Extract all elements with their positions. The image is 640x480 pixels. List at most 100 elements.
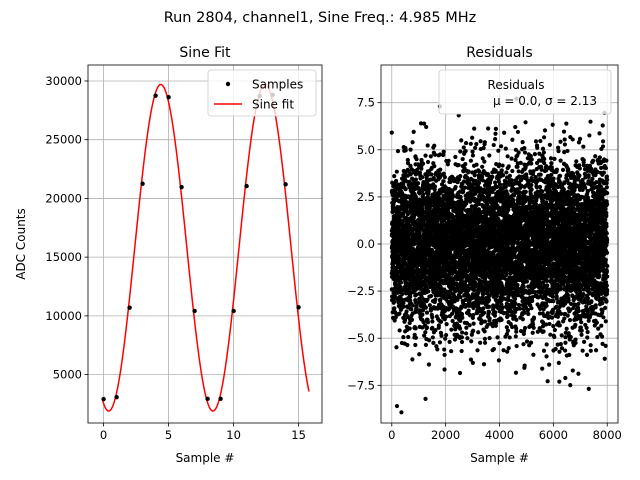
residual-point [413, 335, 419, 340]
residual-point [437, 340, 443, 345]
residual-point [475, 348, 480, 353]
residual-point [435, 347, 440, 352]
sample-point-2 [127, 305, 132, 310]
residual-point [432, 164, 437, 169]
residual-point [462, 185, 468, 190]
residual-point [482, 159, 487, 164]
residual-point [432, 143, 437, 148]
y-tick-label-1: 10000 [45, 309, 82, 323]
residual-point [391, 199, 397, 204]
sample-point-9 [218, 396, 223, 402]
residual-point [476, 290, 481, 296]
residual-point [482, 310, 487, 315]
residual-point [431, 340, 436, 345]
residual-point [438, 298, 443, 303]
residual-point [433, 297, 438, 302]
residual-point [496, 148, 501, 153]
residual-point [505, 191, 510, 197]
residual-point [458, 295, 463, 300]
residual-point [480, 174, 485, 180]
residual-point [509, 156, 514, 161]
residual-point [464, 325, 469, 330]
residual-point [470, 149, 475, 154]
residual-point [407, 320, 412, 326]
residual-point [441, 171, 446, 176]
residual-point [444, 322, 449, 327]
residual-point [393, 315, 398, 320]
residual-point [471, 328, 476, 333]
residual-point [419, 166, 424, 171]
residual-point [459, 335, 465, 340]
residual-point [491, 306, 496, 311]
residual-point [498, 144, 504, 149]
residual-point [458, 194, 463, 200]
residual-point [493, 137, 498, 142]
sample-point-5 [166, 94, 171, 100]
sine-fit-ylabel: ADC Counts [14, 208, 28, 280]
residual-point [486, 126, 491, 131]
residual-point [394, 178, 399, 184]
residual-point [517, 303, 522, 308]
residual-point [482, 340, 488, 345]
residual-point [476, 303, 481, 308]
residual-point [460, 157, 465, 162]
residual-points [389, 96, 610, 415]
residual-point [459, 339, 465, 345]
residual-point [482, 195, 487, 200]
residual-point [513, 124, 518, 130]
residual-point [441, 179, 446, 184]
residual-point [470, 135, 475, 140]
residual-point [511, 197, 516, 203]
residual-point [492, 313, 498, 318]
residual-point [414, 306, 419, 311]
residual-point [514, 329, 519, 334]
residual-point [410, 226, 415, 232]
residual-point [450, 318, 455, 324]
residual-point [400, 291, 405, 297]
residual-point [415, 181, 421, 186]
residual-point [458, 318, 463, 324]
sine-fit-title: Sine Fit [179, 45, 231, 61]
residual-point [487, 153, 492, 158]
residual-point [431, 175, 436, 181]
residual-point [455, 297, 460, 302]
residual-point [482, 336, 487, 342]
residual-point [437, 152, 443, 157]
residual-point [425, 172, 431, 177]
sample-point-1 [114, 394, 119, 400]
residual-point [487, 316, 492, 321]
sample-point-6 [179, 184, 184, 190]
residual-point [473, 145, 478, 150]
residual-point [520, 317, 525, 322]
residual-point [500, 163, 505, 168]
residual-point [493, 180, 498, 185]
residual-point [463, 149, 468, 154]
residual-point [466, 169, 471, 174]
residual-point [409, 317, 415, 322]
residual-point [392, 306, 397, 311]
residuals-plot: 0 2000 4000 6000 8000−7.5−5.0−2.50.02.55.07.… [347, 45, 622, 465]
residual-point [442, 175, 447, 180]
residual-point [412, 186, 418, 192]
residual-point [422, 333, 427, 338]
residual-point [444, 289, 449, 294]
residual-point [438, 319, 444, 324]
residual-point [478, 139, 483, 144]
residual-point [471, 321, 476, 326]
residual-point [504, 271, 509, 276]
residual-point [441, 149, 446, 154]
residual-point [491, 142, 496, 148]
sine-fit-xlabel: Sample # [176, 451, 235, 465]
residual-point [396, 300, 401, 305]
residual-point [446, 158, 451, 163]
sample-point-10 [231, 308, 236, 314]
residual-point [460, 330, 465, 335]
residual-point [442, 352, 447, 358]
sample-point-7 [192, 308, 197, 314]
residual-point [406, 334, 411, 340]
residual-point [459, 348, 464, 354]
residual-point [521, 284, 526, 289]
residual-point [464, 331, 469, 336]
residual-point [493, 131, 498, 136]
residual-point [441, 152, 446, 158]
